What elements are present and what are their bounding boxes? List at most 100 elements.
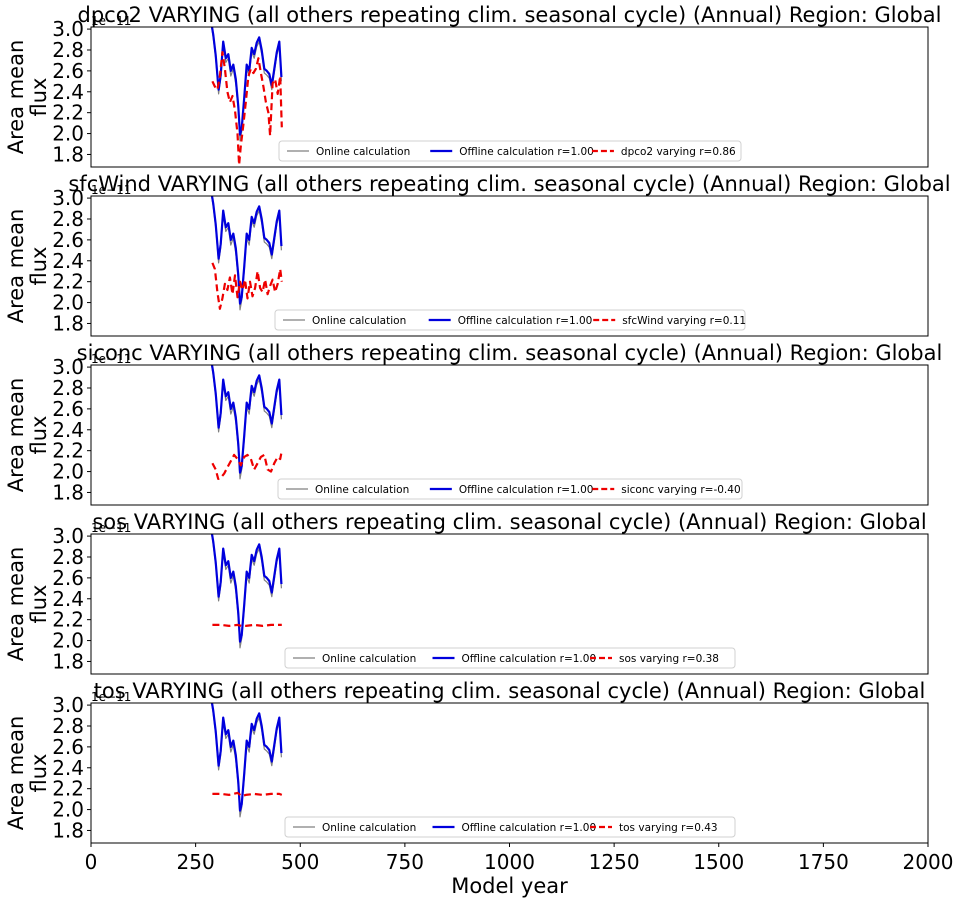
legend-box — [284, 816, 736, 838]
x-tick-label: 2000 — [903, 850, 954, 874]
y-tick-label: 3.0 — [52, 186, 84, 210]
plot-frame — [90, 26, 929, 168]
y-tick-label: 3.0 — [52, 693, 84, 717]
offset-text: 1e−11 — [91, 183, 131, 197]
y-tick-label: 1.8 — [52, 142, 84, 166]
legend-label: siconc varying r=-0.40 — [621, 484, 740, 496]
varying-line — [211, 450, 283, 480]
y-tick-label: 2.0 — [52, 291, 84, 315]
y-tick-label: 2.4 — [52, 587, 84, 611]
y-tick-label: 2.8 — [52, 207, 84, 231]
legend-label: Offline calculation r=1.00 — [458, 315, 593, 327]
y-tick-label: 2.4 — [52, 756, 84, 780]
offset-text: 1e−11 — [91, 14, 131, 28]
legend-label: Online calculation — [312, 315, 406, 327]
y-tick-label: 2.2 — [52, 608, 84, 632]
y-tick-label: 2.2 — [52, 270, 84, 294]
y-tick-label: 2.2 — [52, 439, 84, 463]
legend-label: Offline calculation r=1.00 — [462, 653, 597, 665]
x-axis-label: Model year — [451, 874, 568, 898]
y-tick-label: 2.0 — [52, 798, 84, 822]
x-tick-label: 250 — [177, 850, 215, 874]
y-tick-label: 1.8 — [52, 649, 84, 673]
offset-text: 1e−11 — [91, 521, 131, 535]
y-tick-label: 3.0 — [52, 355, 84, 379]
series-group — [210, 365, 283, 480]
y-tick-label: 2.8 — [52, 376, 84, 400]
y-tick-label: 2.6 — [52, 566, 84, 590]
y-tick-label: 2.0 — [52, 122, 84, 146]
legend-box — [278, 140, 742, 162]
y-tick-label: 2.4 — [52, 249, 84, 273]
y-tick-label: 2.6 — [52, 228, 84, 252]
series-group — [210, 534, 283, 649]
y-tick-label: 3.0 — [52, 524, 84, 548]
y-tick-label: 2.2 — [52, 101, 84, 125]
x-tick-label: 1000 — [484, 850, 535, 874]
y-tick-label: 2.2 — [52, 777, 84, 801]
subplot-title: siconc VARYING (all others repeating cli… — [77, 341, 943, 365]
legend: Online calculation Offline calculation r=… — [284, 647, 736, 669]
subplot-title: sos VARYING (all others repeating clim. … — [92, 510, 926, 534]
y-axis-label: Area meanflux — [4, 209, 51, 324]
legend-box — [284, 647, 736, 669]
y-axis-label: Area meanflux — [4, 547, 51, 662]
legend-label: Offline calculation r=1.00 — [462, 822, 597, 834]
legend-label: Online calculation — [315, 484, 409, 496]
subplot-title: sfcWind VARYING (all others repeating cl… — [68, 172, 950, 196]
legend-label: dpco2 varying r=0.86 — [621, 146, 736, 158]
offset-text: 1e−11 — [91, 690, 131, 704]
legend: Online calculation Offline calculation r=… — [284, 816, 736, 838]
plot-frame — [90, 364, 929, 506]
legend-box — [274, 309, 746, 331]
legend-label: Offline calculation r=1.00 — [459, 484, 594, 496]
offset-text: 1e−11 — [91, 352, 131, 366]
y-tick-label: 1.8 — [52, 311, 84, 335]
y-tick-label: 2.0 — [52, 460, 84, 484]
subplot-title: tos VARYING (all others repeating clim. … — [94, 679, 926, 703]
series-group — [210, 27, 283, 166]
series-group — [210, 196, 283, 311]
legend-box — [277, 478, 743, 500]
y-tick-label: 2.8 — [52, 545, 84, 569]
legend-label: Online calculation — [316, 146, 410, 158]
y-tick-label: 2.6 — [52, 735, 84, 759]
legend: Online calculation Offline calculation r=… — [277, 478, 743, 500]
x-tick-label: 500 — [281, 850, 319, 874]
x-tick-label: 750 — [386, 850, 424, 874]
varying-line — [212, 623, 282, 628]
x-tick-label: 1500 — [693, 850, 744, 874]
offline-line — [210, 534, 283, 643]
varying-line — [211, 262, 283, 310]
x-tick-label: 1250 — [589, 850, 640, 874]
offline-line — [210, 196, 283, 305]
y-tick-label: 2.4 — [52, 80, 84, 104]
legend: Online calculation Offline calculation r=… — [278, 140, 742, 162]
y-axis-label: Area meanflux — [4, 378, 51, 493]
varying-line — [211, 50, 283, 166]
y-tick-label: 1.8 — [52, 480, 84, 504]
y-axis-label: Area meanflux — [4, 40, 51, 155]
y-tick-label: 2.6 — [52, 397, 84, 421]
y-tick-label: 2.8 — [52, 714, 84, 738]
offline-line — [210, 703, 283, 812]
legend-label: tos varying r=0.43 — [619, 822, 718, 834]
legend-label: Online calculation — [322, 653, 416, 665]
y-tick-label: 2.0 — [52, 629, 84, 653]
subplot-5: 1.82.02.22.42.62.83.0 0 250 500 750 1000 1250 1… — [4, 679, 953, 898]
x-tick-label: 0 — [85, 850, 98, 874]
legend-label: Offline calculation r=1.00 — [459, 146, 594, 158]
offline-line — [210, 27, 283, 136]
plot-frame — [90, 195, 929, 337]
series-group — [210, 703, 283, 818]
offline-line — [210, 365, 283, 474]
varying-line — [212, 791, 283, 798]
y-tick-label: 1.8 — [52, 818, 84, 842]
y-tick-label: 2.6 — [52, 59, 84, 83]
y-tick-label: 2.8 — [52, 38, 84, 62]
legend-label: sos varying r=0.38 — [619, 653, 719, 665]
